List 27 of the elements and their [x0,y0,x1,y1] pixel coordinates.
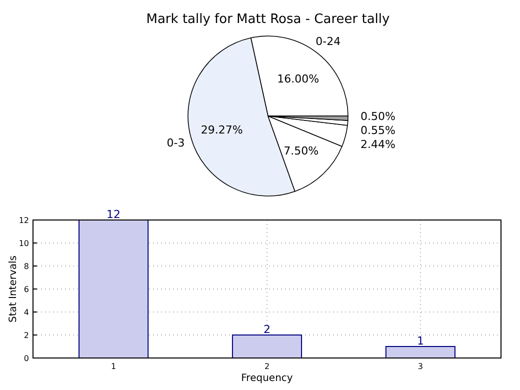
y-tick-label: 2 [24,331,29,340]
y-tick-label: 6 [24,285,29,294]
data-label: 7.50% [284,144,319,158]
y-tick-label: 10 [18,239,29,248]
y-tick-label: 12 [18,216,29,225]
x-tick-label: 1 [111,362,116,371]
y-tick-label: 4 [24,308,29,317]
data-label: 12 [106,208,121,221]
data-label: 16.00% [277,72,320,86]
data-label: 2 [264,323,270,336]
data-label: 0.55% [360,124,396,137]
x-tick-label: 2 [264,362,270,371]
bar [232,334,302,358]
bar [78,220,149,358]
chart-title: Mark tally for Matt Rosa - Career tally [146,12,390,27]
data-label: 1 [416,334,424,348]
bar [385,346,456,358]
slice-label: 0-3 [166,136,185,150]
data-label: 0.50% [360,110,396,123]
x-axis-title: Frequency [241,373,293,384]
x-tick-label: 3 [418,362,423,371]
y-tick-label: 0 [24,354,29,363]
y-axis-title: Stat Intervals [8,255,19,323]
slice-label: 0-24 [316,35,341,48]
data-label: 2.44% [360,138,396,151]
data-label: 29.27% [200,123,243,136]
y-tick-label: 8 [24,262,29,271]
